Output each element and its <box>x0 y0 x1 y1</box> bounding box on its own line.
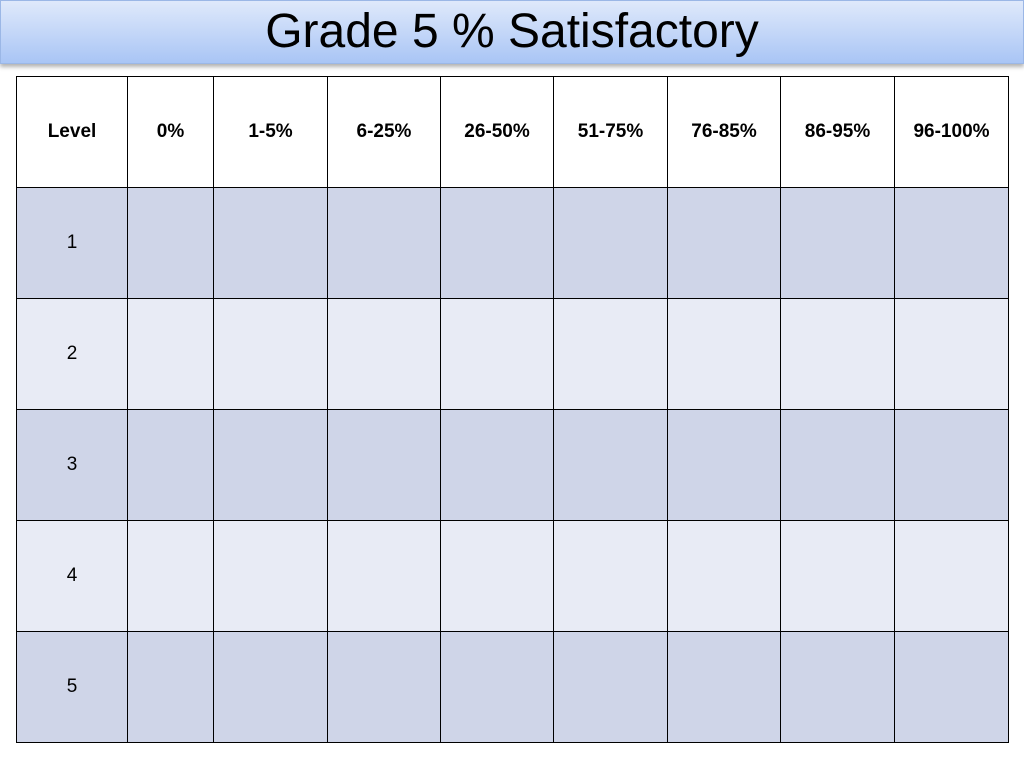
table-row: 4 <box>16 520 1009 632</box>
column-header: Level <box>16 76 128 188</box>
empty-cell <box>440 298 554 410</box>
table-row: 5 <box>16 631 1009 743</box>
empty-cell <box>327 409 441 521</box>
empty-cell <box>213 631 328 743</box>
empty-cell <box>440 409 554 521</box>
level-cell: 3 <box>16 409 128 521</box>
empty-cell <box>440 187 554 299</box>
empty-cell <box>667 409 781 521</box>
empty-cell <box>127 631 214 743</box>
empty-cell <box>894 409 1009 521</box>
empty-cell <box>213 187 328 299</box>
empty-cell <box>440 631 554 743</box>
empty-cell <box>780 187 895 299</box>
column-header: 1-5% <box>213 76 328 188</box>
column-header: 0% <box>127 76 214 188</box>
empty-cell <box>553 298 668 410</box>
table-row: 3 <box>16 409 1009 521</box>
level-cell: 1 <box>16 187 128 299</box>
column-header: 51-75% <box>553 76 668 188</box>
level-cell: 5 <box>16 631 128 743</box>
table-row: 1 <box>16 187 1009 299</box>
empty-cell <box>667 520 781 632</box>
slide-title: Grade 5 % Satisfactory <box>265 5 759 58</box>
empty-cell <box>780 409 895 521</box>
empty-cell <box>894 298 1009 410</box>
empty-cell <box>327 520 441 632</box>
empty-cell <box>667 187 781 299</box>
empty-cell <box>553 409 668 521</box>
level-cell: 2 <box>16 298 128 410</box>
column-header: 96-100% <box>894 76 1009 188</box>
empty-cell <box>213 298 328 410</box>
table-row: 2 <box>16 298 1009 410</box>
empty-cell <box>440 520 554 632</box>
empty-cell <box>327 298 441 410</box>
empty-cell <box>213 409 328 521</box>
empty-cell <box>894 187 1009 299</box>
empty-cell <box>327 187 441 299</box>
column-header: 6-25% <box>327 76 441 188</box>
level-cell: 4 <box>16 520 128 632</box>
empty-cell <box>553 187 668 299</box>
satisfaction-table: Level 0% 1-5% 6-25% 26-50% 51-75% 76-85% 86-95%… <box>16 76 1009 743</box>
empty-cell <box>127 187 214 299</box>
empty-cell <box>894 631 1009 743</box>
title-bar <box>0 0 1024 64</box>
empty-cell <box>780 298 895 410</box>
column-header: 76-85% <box>667 76 781 188</box>
empty-cell <box>127 520 214 632</box>
empty-cell <box>553 631 668 743</box>
empty-cell <box>127 409 214 521</box>
column-header: 26-50% <box>440 76 554 188</box>
empty-cell <box>667 298 781 410</box>
column-header: 86-95% <box>780 76 895 188</box>
header-row: Level 0% 1-5% 6-25% 26-50% 51-75% 76-85% 86-95%… <box>16 76 1009 188</box>
empty-cell <box>780 631 895 743</box>
empty-cell <box>553 520 668 632</box>
empty-cell <box>780 520 895 632</box>
empty-cell <box>894 520 1009 632</box>
empty-cell <box>327 631 441 743</box>
empty-cell <box>667 631 781 743</box>
empty-cell <box>127 298 214 410</box>
empty-cell <box>213 520 328 632</box>
